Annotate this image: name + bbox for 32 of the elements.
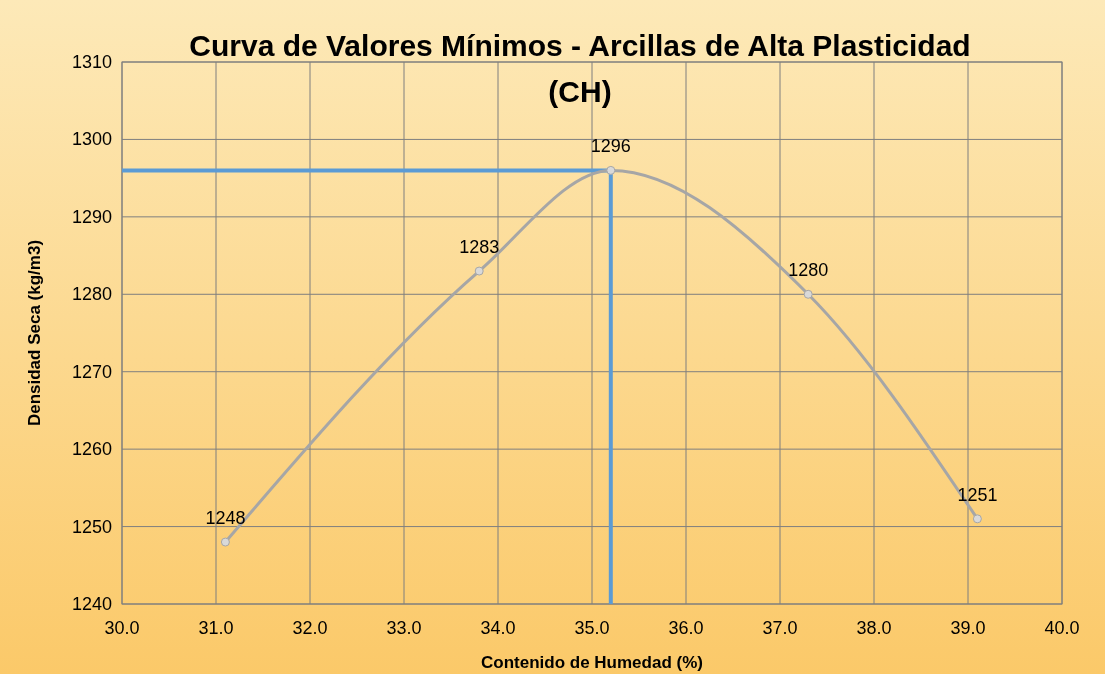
x-axis-title: Contenido de Humedad (%) [481,653,703,672]
x-tick-label: 36.0 [668,618,704,638]
x-tick-label: 40.0 [1044,618,1080,638]
x-tick-label: 30.0 [104,618,140,638]
point [803,289,813,299]
data-label: 1248 [205,508,246,529]
x-tick-label: 38.0 [856,618,892,638]
x-tick-label: 39.0 [950,618,986,638]
y-tick-label: 1300 [71,129,112,150]
y-tick-label: 1270 [71,361,112,382]
y-tick-label: 1250 [71,516,112,537]
x-tick-label: 34.0 [480,618,516,638]
x-tick-label: 31.0 [198,618,234,638]
y-tick-label: 1280 [71,284,112,305]
chart-title: Curva de Valores Mínimos - Arcillas de Alta Plasticidad (CH) [189,29,971,108]
point [220,537,230,547]
point [606,165,616,175]
y-tick-label: 1290 [71,206,112,227]
y-axis-title: Densidad Seca (kg/m3) [25,239,44,427]
point [972,514,982,524]
x-tick-label: 37.0 [762,618,798,638]
y-tick-label: 1310 [71,52,112,72]
point [474,266,484,276]
x-tick-label: 33.0 [386,618,422,638]
data-label: 1296 [590,136,631,157]
y-tick-label: 1260 [71,439,112,460]
y-tick-label: 1240 [71,594,112,614]
x-tick-label: 35.0 [574,618,610,638]
data-label: 1283 [459,237,500,258]
x-tick-label: 32.0 [292,618,328,638]
data-label: 1251 [957,484,998,505]
data-label: 1280 [788,260,829,281]
